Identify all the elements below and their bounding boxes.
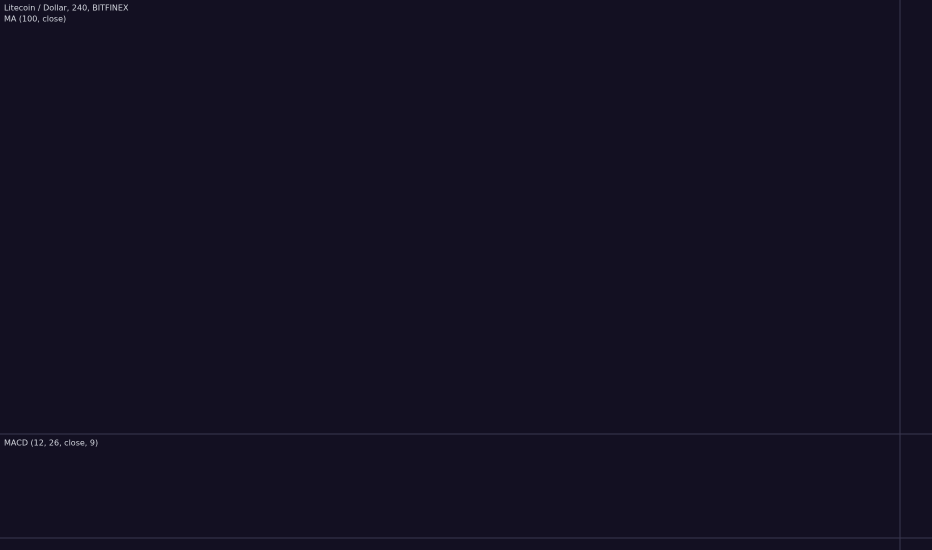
macd-title: MACD (12, 26, close, 9) bbox=[4, 439, 98, 448]
chart-title: Litecoin / Dollar, 240, BITFINEX bbox=[4, 4, 129, 13]
labels: Litecoin / Dollar, 240, BITFINEX MA (100… bbox=[4, 4, 129, 448]
indicator-title: MA (100, close) bbox=[4, 15, 66, 24]
